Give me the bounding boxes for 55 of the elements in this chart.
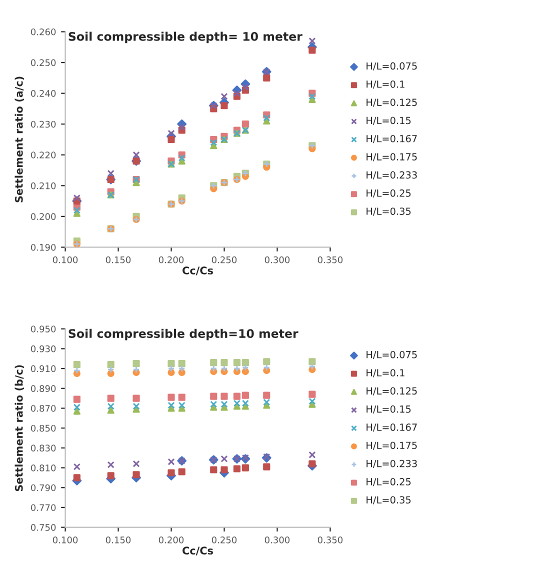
y-tick-label: 0.770 (31, 504, 56, 512)
legend-label: H/L=0.167 (366, 424, 417, 432)
x-tick-label: 0.100 (52, 256, 78, 264)
x-tick-label: 0.300 (264, 536, 290, 544)
legend-label: H/L=0.167 (366, 134, 417, 144)
y-tick-label: 0.930 (31, 345, 56, 352)
y-tick-label: 0.230 (31, 120, 56, 128)
y-tick-label: 0.890 (31, 385, 56, 392)
y-tick-label: 0.200 (31, 213, 56, 220)
x-tick-label: 0.100 (52, 536, 78, 544)
y-tick-label: 0.750 (31, 524, 56, 531)
y-tick-label: 0.190 (31, 244, 56, 251)
x-tick-label: 0.200 (158, 536, 184, 544)
y-tick-label: 0.850 (31, 424, 56, 432)
y-tick-label: 0.870 (31, 404, 56, 412)
legend-label: H/L=0.35 (366, 496, 411, 504)
legend-label: H/L=0.15 (366, 116, 411, 125)
y-tick-label: 0.260 (31, 28, 56, 36)
legend-label: H/L=0.35 (366, 208, 411, 216)
legend-label: H/L=0.1 (366, 80, 404, 89)
legend-label: H/L=0.175 (366, 442, 417, 450)
y-tick-label: 0.220 (31, 152, 56, 158)
legend-label: H/L=0.15 (366, 405, 411, 414)
legend-label: H/L=0.25 (366, 189, 411, 198)
x-tick-label: 0.250 (212, 536, 237, 544)
x-tick-label: 0.200 (158, 256, 184, 264)
legend-label: H/L=0.233 (366, 460, 417, 468)
y-axis-title: Settlement ratio (a/c) (14, 76, 24, 202)
y-tick-label: 0.830 (31, 444, 56, 452)
x-tick-label: 0.350 (318, 536, 343, 544)
y-tick-label: 0.810 (31, 464, 56, 472)
legend-label: H/L=0.125 (366, 387, 417, 396)
legend-label: H/L=0.233 (366, 171, 417, 180)
y-axis-title: Settlement ratio (b/c) (14, 365, 24, 492)
legend-label: H/L=0.175 (366, 153, 417, 162)
legend-label: H/L=0.075 (366, 350, 417, 360)
x-tick-label: 0.150 (106, 256, 131, 264)
y-tick-label: 0.210 (31, 182, 56, 190)
x-tick-label: 0.150 (106, 536, 131, 544)
chart-title: Soil compressible depth=10 meter (68, 328, 298, 340)
y-tick-label: 0.790 (31, 484, 56, 492)
y-tick-label: 0.950 (31, 326, 56, 332)
x-tick-label: 0.250 (212, 256, 237, 264)
x-axis-title: Cc/Cs (182, 266, 213, 276)
y-tick-label: 0.240 (31, 90, 56, 97)
x-axis-title: Cc/Cs (182, 546, 213, 556)
chart-title: Soil compressible depth= 10 meter (68, 32, 302, 44)
x-tick-label: 0.300 (264, 256, 290, 264)
legend-label: H/L=0.25 (366, 478, 411, 486)
y-tick-label: 0.910 (31, 365, 56, 372)
x-tick-label: 0.350 (318, 256, 343, 264)
legend-label: H/L=0.125 (366, 98, 417, 107)
y-tick-label: 0.250 (31, 59, 56, 66)
legend-label: H/L=0.075 (366, 62, 417, 70)
legend-label: H/L=0.1 (366, 369, 404, 378)
